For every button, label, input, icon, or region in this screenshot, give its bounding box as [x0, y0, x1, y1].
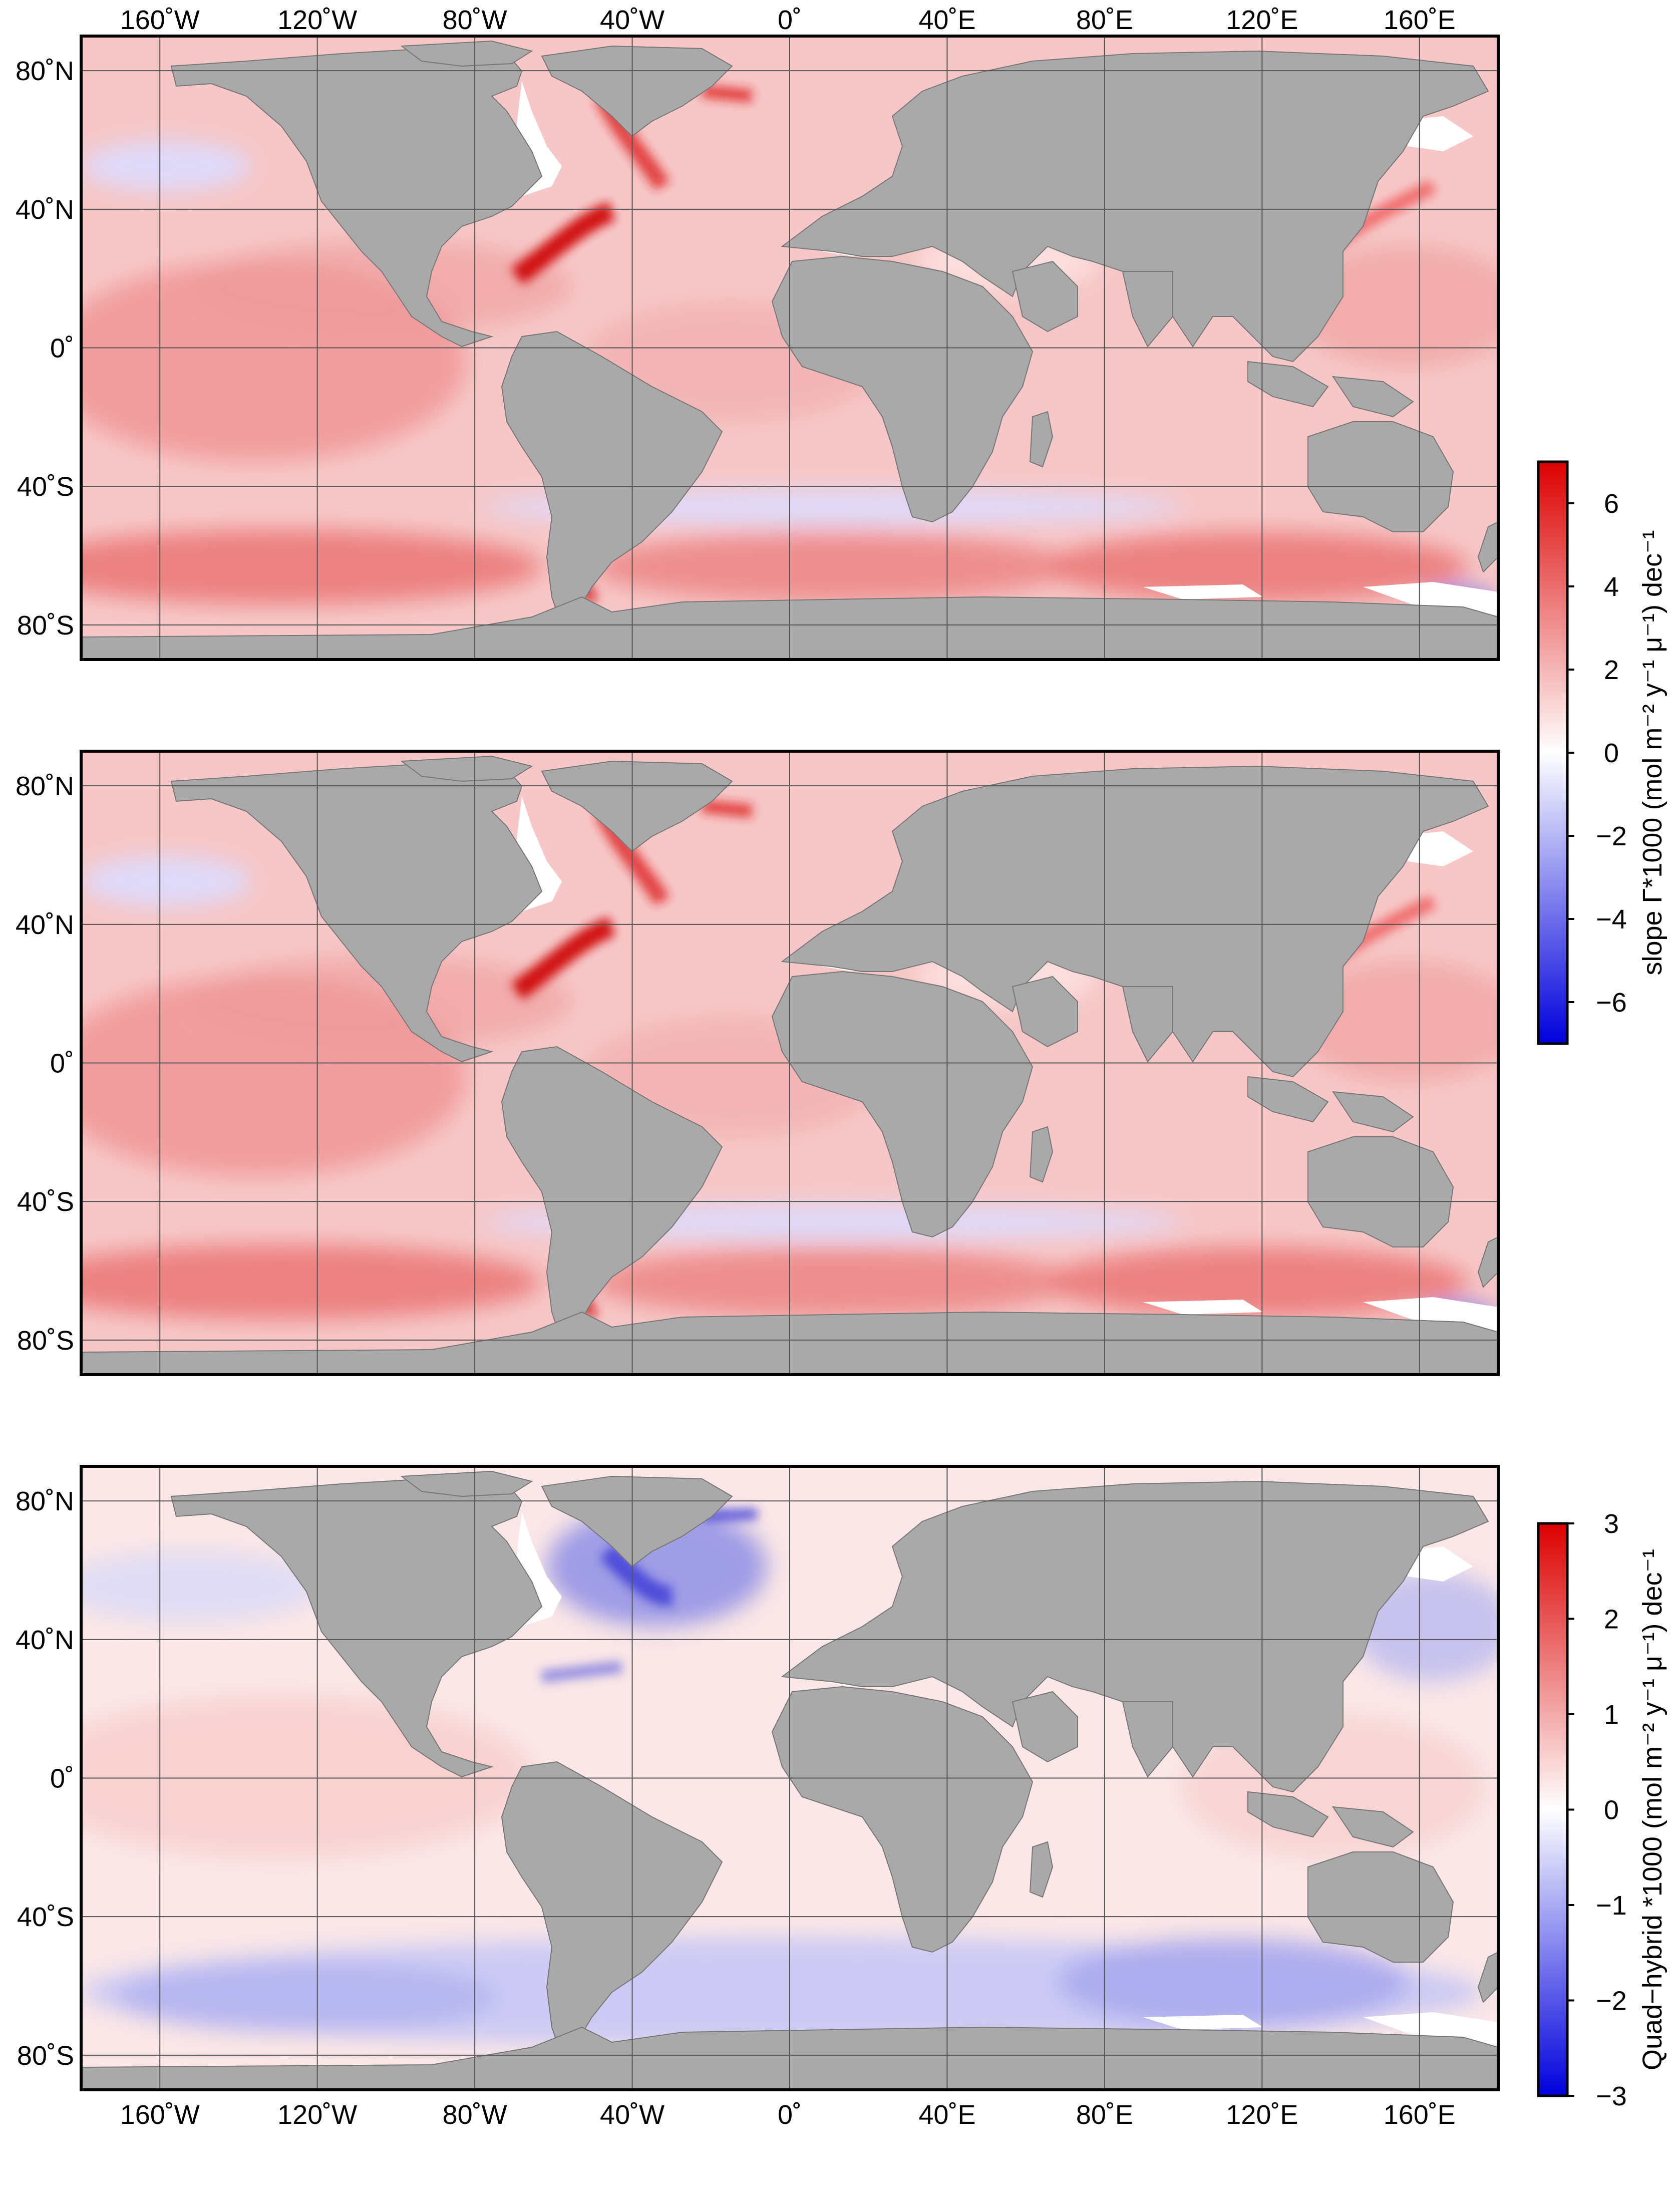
lat-label: 0˚	[50, 1049, 74, 1079]
colorbar-tick-label: 0	[1604, 738, 1619, 768]
map-panels: 80˚N40˚N0˚40˚S80˚S80˚N40˚N0˚40˚S80˚S80˚N…	[16, 35, 1500, 2091]
lat-label: 40˚N	[16, 195, 74, 225]
lat-label: 40˚S	[17, 1902, 74, 1932]
colorbar-tick-label: 2	[1604, 1605, 1619, 1635]
lat-label: 80˚N	[16, 1486, 74, 1516]
colorbars: 6 4 2 0 −2 −4 −6 slope Γ*1000 (mol m⁻² y⁻¹ μ⁻¹)…	[1537, 460, 1667, 2111]
panel-3-field	[81, 1466, 1498, 2090]
lon-label-top: 160˚E	[1384, 5, 1456, 35]
panel-3-frame	[80, 1465, 1500, 2091]
lon-label-top: 0˚	[778, 5, 802, 35]
colorbar-ramp	[1537, 1522, 1569, 2097]
colorbar-tick-label: 6	[1604, 489, 1619, 519]
panel-2: 80˚N 40˚N 0˚ 40˚S 80˚S	[16, 750, 1500, 1376]
colorbar-tick-label: −6	[1596, 988, 1627, 1018]
panel-1-field	[81, 36, 1498, 660]
lon-label-bottom: 120˚W	[277, 2100, 357, 2130]
lat-label: 80˚S	[17, 610, 74, 641]
panel-2-gridlines	[81, 751, 1498, 1375]
panel-1-gridlines	[81, 36, 1498, 660]
lat-label: 0˚	[50, 1764, 74, 1794]
lon-label-top: 120˚E	[1226, 5, 1298, 35]
lon-label-bottom: 0˚	[778, 2100, 802, 2130]
colorbar-tick-label: 4	[1604, 572, 1619, 602]
lon-label-bottom: 160˚W	[120, 2100, 200, 2130]
lon-label-top: 120˚W	[277, 5, 357, 35]
colorbar-tick-label: −2	[1596, 1986, 1627, 2016]
lat-label: 40˚S	[17, 472, 74, 502]
lat-label: 80˚N	[16, 56, 74, 86]
lat-label: 40˚N	[16, 910, 74, 940]
lat-label: 80˚S	[17, 2041, 74, 2071]
lon-label-bottom: 40˚W	[600, 2100, 664, 2130]
lon-label-top: 80˚E	[1076, 5, 1133, 35]
quad-hybrid-colorbar: 3 2 1 0 −1 −2 −3 Quad−hybrid *1000 (mol m⁻² y⁻¹…	[1537, 1509, 1667, 2111]
lat-label: 0˚	[50, 334, 74, 364]
panel-3-gridlines	[81, 1466, 1498, 2090]
colorbar-tick-label: 0	[1604, 1795, 1619, 1825]
colorbar-tick-label: 3	[1604, 1509, 1619, 1539]
lon-label-bottom: 40˚E	[918, 2100, 975, 2130]
lon-label-bottom: 160˚E	[1384, 2100, 1456, 2130]
axis-labels: 160˚W 120˚W 80˚W 40˚W 0˚ 40˚E 80˚E 120˚E 160˚E 16…	[120, 5, 1456, 2130]
panel-2-frame	[80, 750, 1500, 1376]
lon-label-bottom: 80˚E	[1076, 2100, 1133, 2130]
panel-1: 80˚N 40˚N 0˚ 40˚S 80˚S	[16, 35, 1500, 661]
colorbar-tick-label: 2	[1604, 655, 1619, 685]
lon-label-top: 40˚W	[600, 5, 664, 35]
panel-2-field	[81, 751, 1498, 1375]
lat-label: 40˚N	[16, 1625, 74, 1655]
lat-label: 80˚N	[16, 771, 74, 801]
lat-label: 40˚S	[17, 1187, 74, 1217]
colorbar-tick-label: −1	[1596, 1891, 1627, 1921]
panel-3: 80˚N 40˚N 0˚ 40˚S 80˚S	[16, 1465, 1500, 2091]
lat-label: 80˚S	[17, 1326, 74, 1356]
colorbar-tick-label: −3	[1596, 2081, 1627, 2111]
colorbar-tick-label: 1	[1604, 1700, 1619, 1730]
panel-1-frame	[80, 35, 1500, 661]
slope-colorbar: 6 4 2 0 −2 −4 −6 slope Γ*1000 (mol m⁻² y⁻¹ μ⁻¹)…	[1537, 460, 1667, 1045]
lon-label-top: 40˚E	[918, 5, 975, 35]
colorbar-tick-label: −4	[1596, 904, 1627, 934]
lon-label-bottom: 80˚W	[443, 2100, 507, 2130]
colorbar-title: slope Γ*1000 (mol m⁻² y⁻¹ μ⁻¹) dec⁻¹	[1637, 530, 1667, 975]
lon-label-bottom: 120˚E	[1226, 2100, 1298, 2130]
colorbar-tick-label: −2	[1596, 821, 1627, 851]
colorbar-ramp	[1537, 460, 1569, 1045]
lon-label-top: 80˚W	[443, 5, 507, 35]
lon-label-top: 160˚W	[120, 5, 200, 35]
colorbar-title: Quad−hybrid *1000 (mol m⁻² y⁻¹ μ⁻¹) dec⁻…	[1637, 1549, 1667, 2070]
